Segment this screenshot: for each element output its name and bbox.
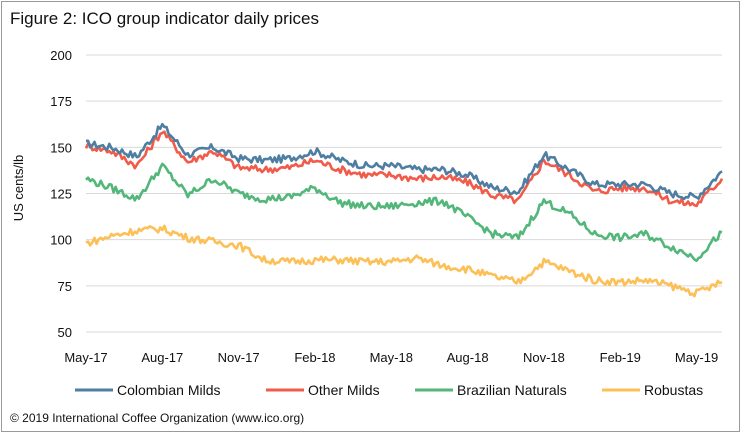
x-tick-label: Nov-18 [523, 350, 565, 365]
x-tick-label: May-19 [675, 350, 718, 365]
gridlines [86, 54, 722, 333]
series-line-other-milds [84, 130, 724, 208]
series-line-robustas [85, 224, 723, 298]
legend-label: Other Milds [308, 382, 380, 398]
y-axis-label: US cents/lb [11, 155, 26, 221]
legend-label: Colombian Milds [117, 382, 220, 398]
legend-label: Brazilian Naturals [457, 382, 567, 398]
y-tick-label: 150 [50, 140, 72, 155]
copyright-footer: © 2019 International Coffee Organization… [10, 411, 305, 425]
legend-item: Other Milds [266, 382, 380, 398]
x-tick-label: Feb-18 [294, 350, 335, 365]
y-tick-label: 50 [58, 325, 72, 340]
legend-item: Robustas [602, 382, 703, 398]
series-lines [84, 122, 724, 298]
series-line-colombian-milds [86, 122, 723, 201]
y-tick-label: 125 [50, 187, 72, 202]
x-axis-ticks: May-17 Aug-17 Nov-17 Feb-18 May-18 Aug-18 Nov-… [64, 350, 718, 365]
x-tick-label: Aug-18 [447, 350, 489, 365]
x-tick-label: Feb-19 [600, 350, 641, 365]
y-tick-label: 75 [58, 279, 72, 294]
y-axis-ticks: 50 75 100 125 150 175 200 [50, 48, 72, 340]
x-tick-label: May-17 [64, 350, 107, 365]
x-tick-label: Aug-17 [141, 350, 183, 365]
legend-item: Colombian Milds [75, 382, 220, 398]
y-tick-label: 175 [50, 94, 72, 109]
series-line-brazilian-naturals [85, 162, 723, 262]
x-tick-label: May-18 [370, 350, 413, 365]
legend: Colombian Milds Other Milds Brazilian Natu… [75, 382, 703, 398]
y-tick-label: 200 [50, 48, 72, 63]
x-tick-label: Nov-17 [218, 350, 260, 365]
figure-title: Figure 2: ICO group indicator daily pric… [10, 9, 319, 28]
y-tick-label: 100 [50, 233, 72, 248]
legend-item: Brazilian Naturals [415, 382, 567, 398]
legend-label: Robustas [644, 382, 703, 398]
